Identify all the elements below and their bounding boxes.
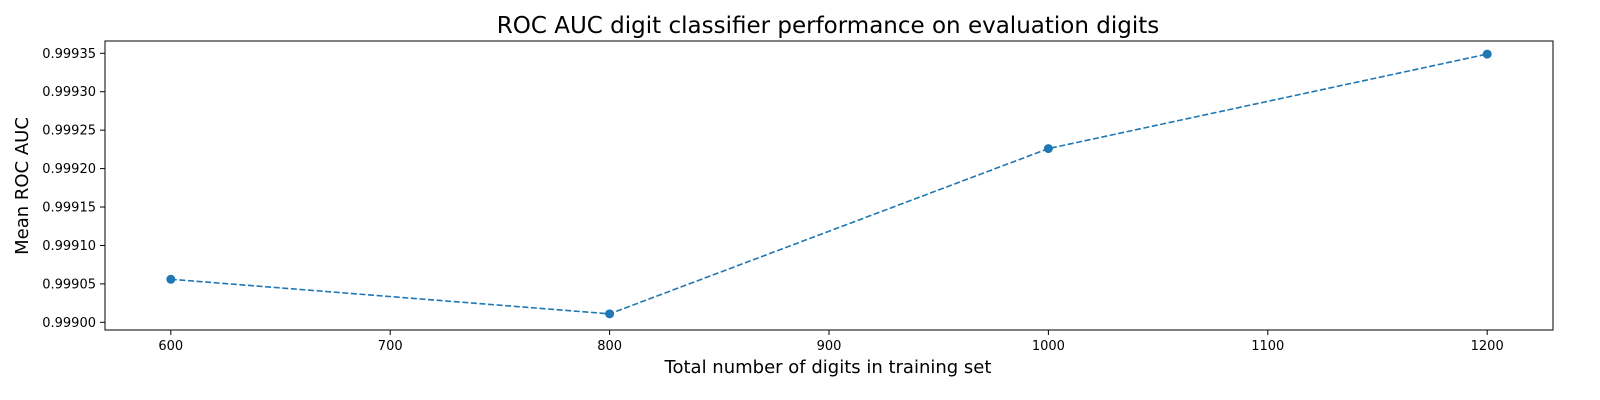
series-layer bbox=[166, 49, 1492, 319]
plot-frame bbox=[104, 40, 1554, 331]
x-tick-label: 1000 bbox=[1032, 339, 1065, 354]
data-point bbox=[1482, 49, 1492, 59]
y-tick-label: 0.99935 bbox=[42, 47, 96, 62]
data-point bbox=[1043, 144, 1053, 154]
y-tick-label: 0.99900 bbox=[42, 316, 96, 331]
ticks-layer: 600 700 800 900 1000 1100 1200 0.99900 0.99905 0.… bbox=[42, 47, 1503, 354]
x-tick-label: 600 bbox=[158, 339, 183, 354]
x-axis-title: Total number of digits in training set bbox=[664, 357, 992, 378]
x-tick-label: 1200 bbox=[1471, 339, 1504, 354]
x-tick-label: 700 bbox=[378, 339, 403, 354]
y-tick-label: 0.99930 bbox=[42, 85, 96, 100]
series-line bbox=[170, 53, 1488, 315]
y-tick-label: 0.99920 bbox=[42, 162, 96, 177]
chart-title: ROC AUC digit classifier performance on … bbox=[497, 13, 1159, 39]
y-tick-label: 0.99915 bbox=[42, 201, 96, 216]
y-tick-label: 0.99910 bbox=[42, 239, 96, 254]
data-point bbox=[605, 309, 615, 319]
x-tick-label: 1100 bbox=[1251, 339, 1284, 354]
x-tick-label: 800 bbox=[597, 339, 622, 354]
y-tick-label: 0.99905 bbox=[42, 277, 96, 292]
data-point bbox=[166, 274, 176, 284]
x-tick-label: 900 bbox=[817, 339, 842, 354]
y-axis-title: Mean ROC AUC bbox=[12, 117, 33, 255]
y-tick-label: 0.99925 bbox=[42, 124, 96, 139]
